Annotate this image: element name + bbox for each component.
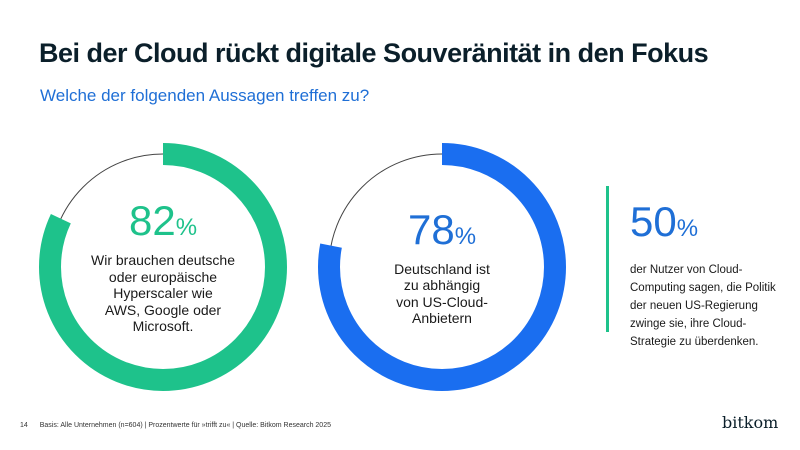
stat-value: 50% [630, 198, 699, 245]
stat-callout: 50% der Nutzer von Cloud- Computing sage… [606, 186, 796, 348]
footer-note: 14 Basis: Alle Unternehmen (n=604) | Pro… [20, 422, 331, 429]
donut-svg [39, 143, 287, 391]
donut-chart-dependency: 78% Deutschland ist zu abhängig von US-C… [317, 142, 567, 392]
stat-label: der Nutzer von Cloud- Computing sagen, d… [630, 264, 776, 348]
donut-svg [318, 143, 566, 391]
donut-label: Wir brauchen deutsche oder europäische H… [91, 252, 235, 335]
donut-arc-82 [39, 143, 287, 391]
page-number: 14 [20, 422, 28, 429]
donut-value: 82% [128, 197, 198, 245]
donut-value: 78% [407, 205, 477, 253]
donut-label: Deutschland ist zu abhängig von US-Cloud… [394, 260, 490, 327]
bitkom-logo: bitkom [722, 413, 779, 432]
page-title: Bei der Cloud rückt digitale Souveränitä… [39, 38, 709, 68]
donut-arc-78 [318, 143, 566, 391]
page-subtitle: Welche der folgenden Aussagen treffen zu… [40, 86, 370, 105]
source-note: Basis: Alle Unternehmen (n=604) | Prozen… [39, 422, 331, 429]
donut-chart-hyperscaler: 82% Wir brauchen deutsche oder europäisc… [38, 142, 288, 392]
